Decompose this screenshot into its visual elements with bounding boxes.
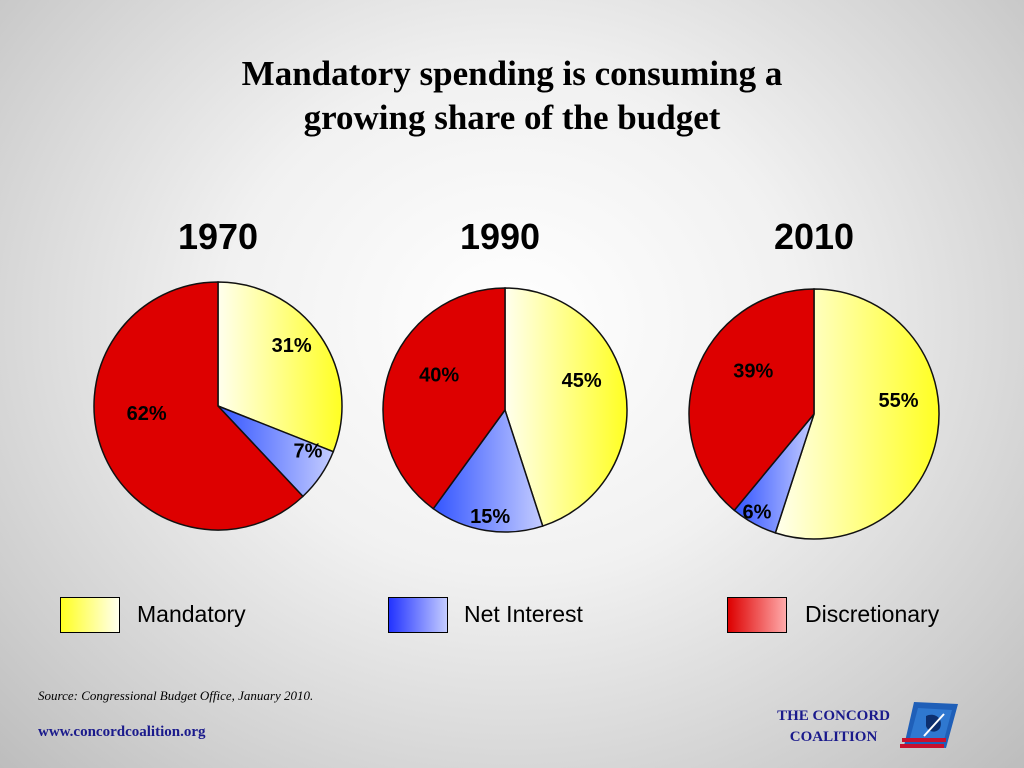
title-line-1: Mandatory spending is consuming a bbox=[241, 54, 783, 93]
legend-label-mandatory: Mandatory bbox=[137, 601, 246, 627]
pie-label-mandatory: 31% bbox=[272, 335, 312, 357]
legend-label-discretionary: Discretionary bbox=[805, 601, 940, 627]
website-link[interactable]: www.concordcoalition.org bbox=[38, 724, 206, 740]
pie-label-discretionary: 40% bbox=[419, 364, 459, 386]
pie-1970: 1970 31% 7% 62% bbox=[93, 216, 343, 531]
pie-slice-discretionary bbox=[688, 288, 815, 512]
pie-1990: 1990 45% 15% 40% bbox=[382, 216, 628, 533]
legend-swatch-mandatory bbox=[60, 597, 120, 633]
pie-slice-mandatory bbox=[504, 287, 628, 527]
legend-swatch-net-interest bbox=[388, 597, 448, 633]
pie-label-discretionary: 39% bbox=[733, 361, 773, 383]
pie-charts: 1970 31% 7% 62% 1990 45% 15% 40% 2010 55% 6% 39% bbox=[93, 216, 940, 540]
logo-text: THE CONCORD COALITION bbox=[777, 706, 890, 748]
pie-year-label: 1970 bbox=[178, 216, 258, 257]
pie-label-net-interest: 6% bbox=[743, 501, 772, 523]
pie-label-net-interest: 15% bbox=[470, 506, 510, 528]
legend-swatch-discretionary bbox=[727, 597, 787, 633]
legend-label-net-interest: Net Interest bbox=[464, 601, 583, 627]
pie-year-label: 2010 bbox=[774, 216, 854, 257]
concord-coalition-logo: THE CONCORD COALITION bbox=[777, 700, 968, 756]
pie-slice-mandatory bbox=[217, 281, 343, 453]
pie-label-net-interest: 7% bbox=[294, 440, 323, 462]
pie-label-discretionary: 62% bbox=[127, 403, 167, 425]
pie-slice-discretionary bbox=[382, 287, 506, 510]
title-line-2: growing share of the budget bbox=[303, 98, 721, 137]
pie-label-mandatory: 55% bbox=[878, 390, 918, 412]
slide-title: Mandatory spending is consuming a growin… bbox=[0, 52, 1024, 140]
pie-slice-discretionary bbox=[93, 281, 304, 531]
source-note: Source: Congressional Budget Office, Jan… bbox=[38, 688, 314, 703]
pie-2010: 2010 55% 6% 39% bbox=[688, 216, 940, 540]
logo-emblem-icon bbox=[900, 702, 958, 748]
logo-line-1: THE CONCORD bbox=[777, 708, 890, 724]
pie-year-label: 1990 bbox=[460, 216, 540, 257]
pie-slice-net-interest bbox=[432, 408, 544, 533]
pie-slice-mandatory bbox=[774, 288, 940, 540]
pie-label-mandatory: 45% bbox=[562, 370, 602, 392]
logo-line-2: COALITION bbox=[789, 729, 878, 745]
